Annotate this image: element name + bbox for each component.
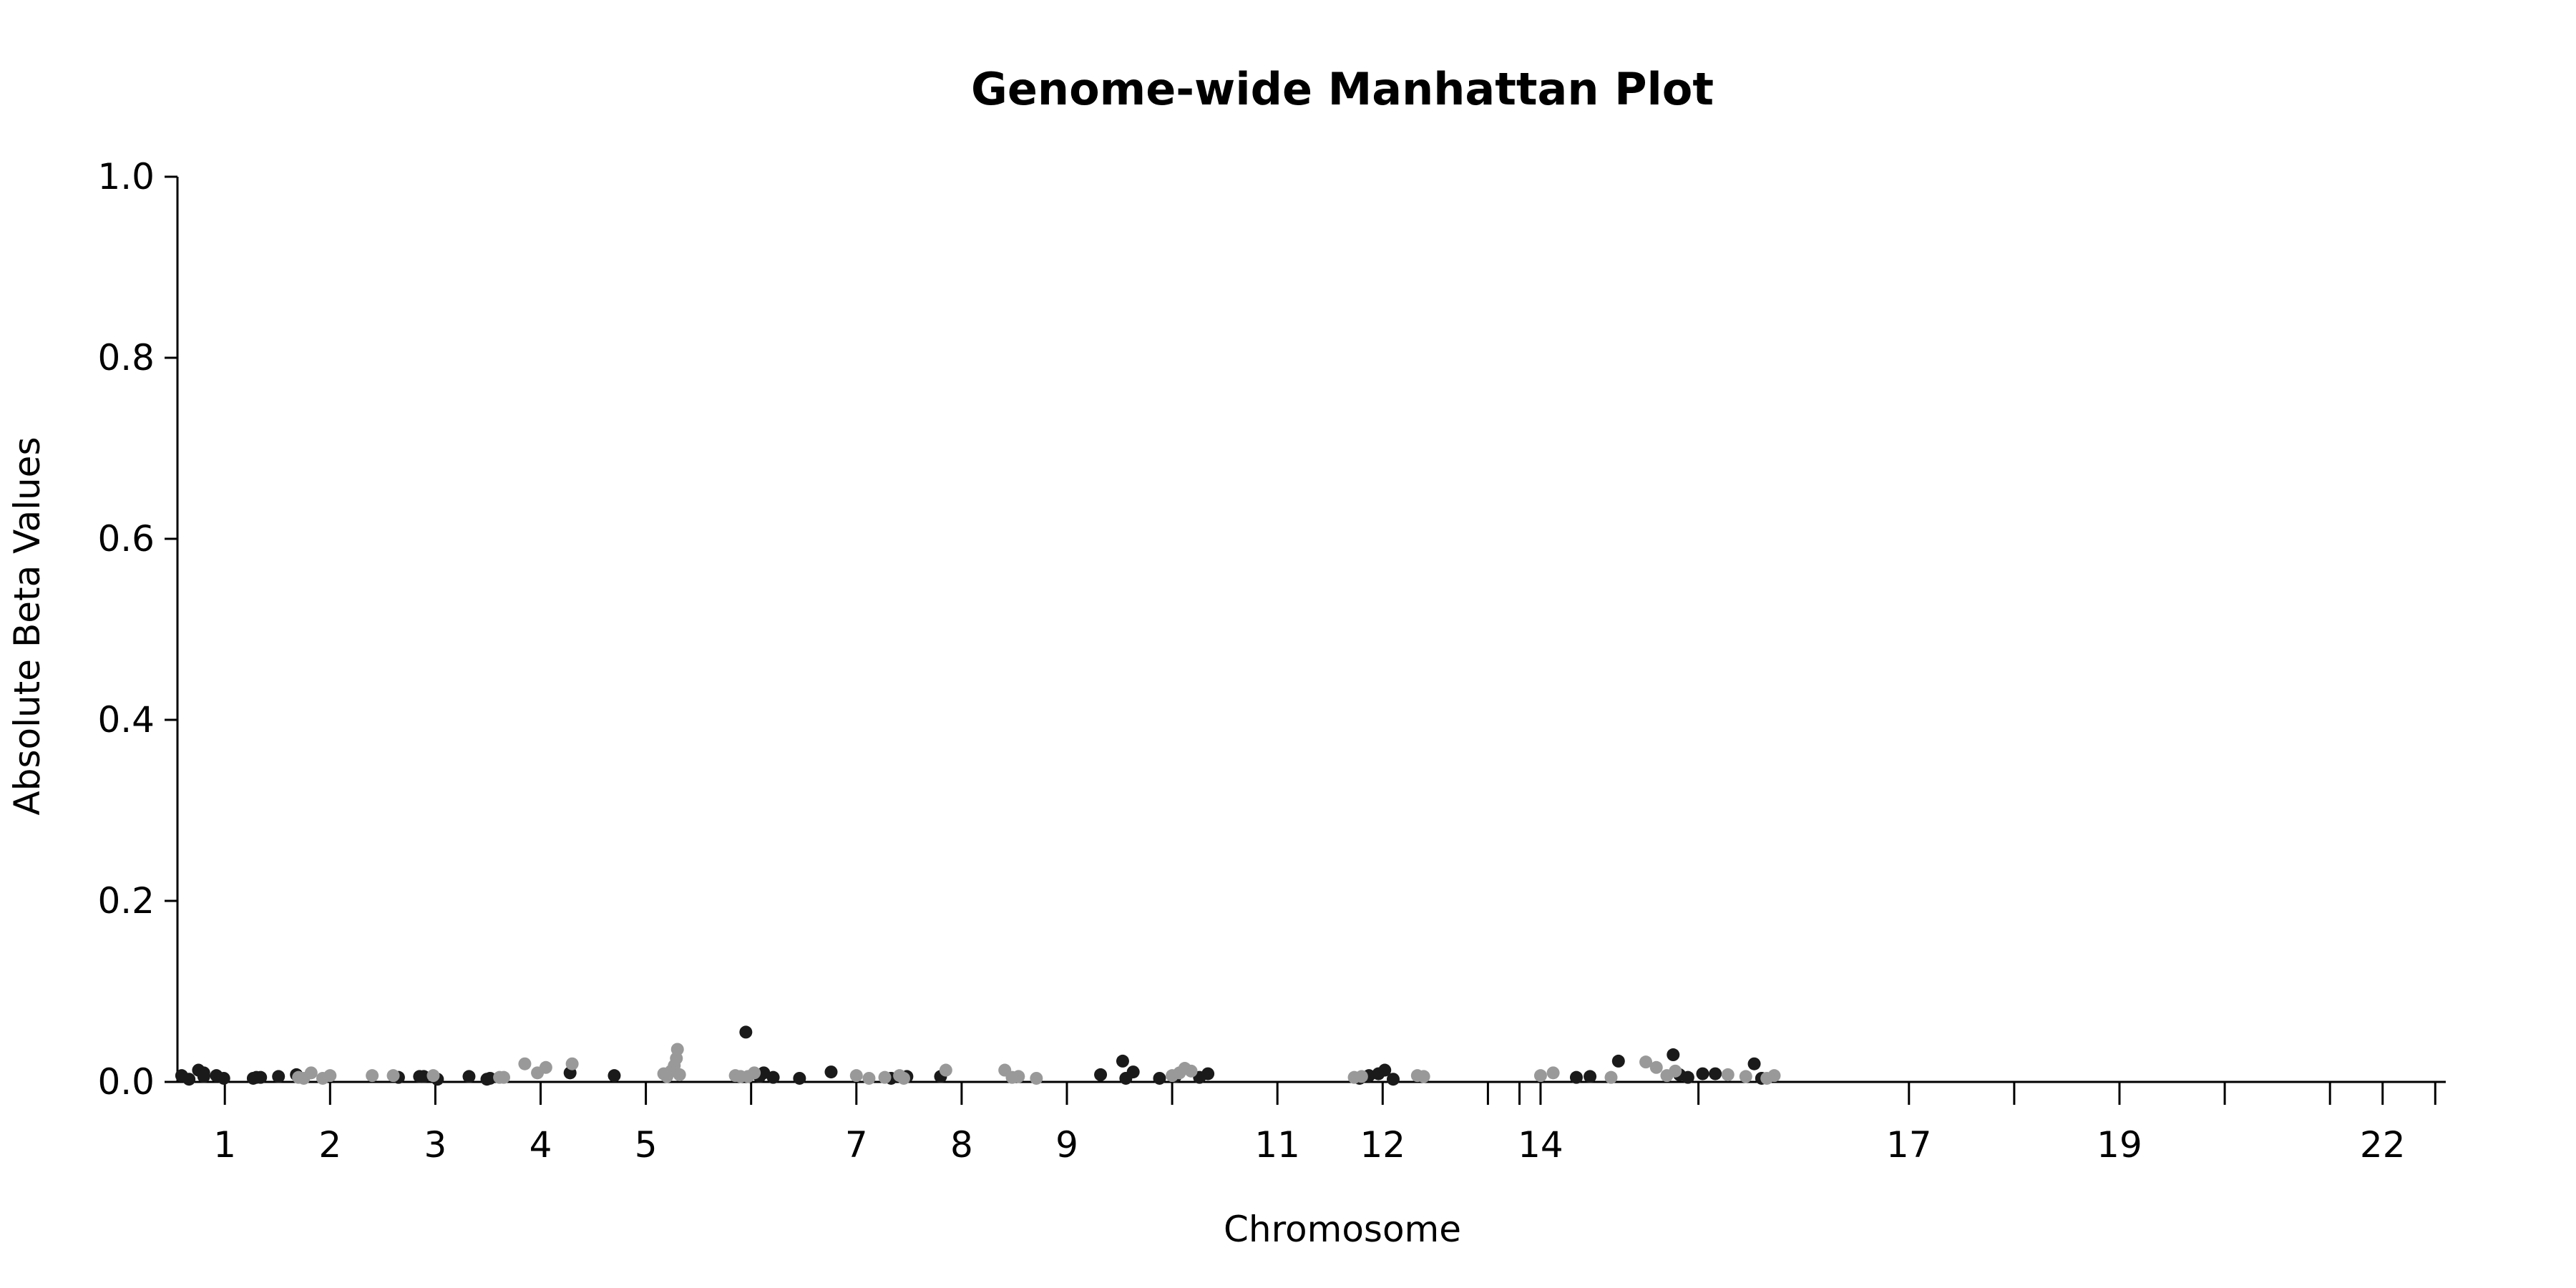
data-point <box>197 1070 210 1083</box>
data-point <box>1570 1071 1583 1084</box>
data-point <box>1604 1071 1617 1084</box>
data-point <box>366 1069 379 1082</box>
data-point <box>1669 1065 1682 1078</box>
data-point <box>1748 1058 1761 1070</box>
y-axis-label: Absolute Beta Values <box>6 437 48 816</box>
data-points <box>175 1025 1781 1085</box>
data-point <box>748 1066 761 1079</box>
data-point <box>1116 1055 1129 1068</box>
y-tick-label: 0.4 <box>97 699 155 741</box>
data-point <box>426 1069 439 1082</box>
data-point <box>518 1058 531 1070</box>
x-tick-label: 22 <box>2360 1124 2406 1166</box>
data-point <box>862 1072 875 1085</box>
data-point <box>254 1071 267 1084</box>
x-tick-label: 19 <box>2097 1124 2142 1166</box>
data-point <box>1612 1055 1625 1068</box>
data-point <box>323 1069 336 1082</box>
data-point <box>387 1069 400 1082</box>
data-point <box>671 1043 684 1055</box>
data-point <box>497 1071 510 1084</box>
data-point <box>1547 1066 1560 1079</box>
data-point <box>1740 1070 1752 1083</box>
data-point <box>1667 1048 1679 1061</box>
data-point <box>1650 1061 1663 1074</box>
x-axis-label: Chromosome <box>1224 1209 1461 1250</box>
x-tick-label: 4 <box>530 1124 552 1166</box>
data-point <box>1584 1070 1596 1083</box>
y-tick-label: 0.2 <box>97 880 155 922</box>
y-tick-label: 0.6 <box>97 518 155 560</box>
x-tick-label: 9 <box>1055 1124 1078 1166</box>
data-point <box>850 1069 863 1082</box>
data-point <box>608 1069 620 1082</box>
x-tick-label: 1 <box>213 1124 236 1166</box>
data-point <box>1709 1068 1722 1080</box>
x-tick-label: 14 <box>1518 1124 1563 1166</box>
data-point <box>272 1070 285 1083</box>
data-point <box>1355 1070 1368 1083</box>
x-tick-label: 8 <box>950 1124 973 1166</box>
data-point <box>1127 1065 1140 1078</box>
data-point <box>1094 1068 1107 1081</box>
y-tick-label: 0.8 <box>97 337 155 379</box>
data-point <box>673 1068 686 1081</box>
data-point <box>1768 1069 1781 1082</box>
data-point <box>1418 1070 1430 1083</box>
data-point <box>462 1070 475 1083</box>
data-point <box>739 1025 752 1038</box>
data-point <box>1387 1073 1400 1085</box>
data-point <box>1201 1068 1214 1080</box>
data-point <box>566 1058 579 1070</box>
x-tick-label: 3 <box>424 1124 447 1166</box>
y-tick-label: 0.0 <box>97 1061 155 1103</box>
y-ticks: 0.0 0.2 0.4 0.6 0.8 1.0 <box>97 156 177 1103</box>
data-point <box>1696 1068 1709 1080</box>
data-point <box>182 1073 195 1085</box>
data-point <box>793 1072 806 1085</box>
x-tick-label: 2 <box>318 1124 341 1166</box>
y-tick-label: 1.0 <box>97 156 155 197</box>
x-tick-label: 5 <box>635 1124 658 1166</box>
data-point <box>218 1072 230 1085</box>
x-ticks: 1 2 3 4 5 7 8 9 11 12 14 17 19 22 <box>213 1082 2435 1166</box>
x-tick-label: 7 <box>845 1124 868 1166</box>
data-point <box>1534 1069 1547 1082</box>
data-point <box>1030 1072 1043 1085</box>
data-point <box>824 1065 837 1078</box>
data-point <box>1722 1068 1735 1081</box>
data-point <box>879 1071 892 1084</box>
x-tick-label: 11 <box>1254 1124 1300 1166</box>
chart-title: Genome-wide Manhattan Plot <box>971 63 1714 115</box>
x-tick-label: 12 <box>1360 1124 1405 1166</box>
x-tick-label: 17 <box>1886 1124 1932 1166</box>
data-point <box>1185 1065 1198 1078</box>
data-point <box>1153 1072 1166 1085</box>
data-point <box>1012 1070 1025 1083</box>
data-point <box>940 1064 952 1077</box>
data-point <box>540 1061 552 1074</box>
data-point <box>305 1066 318 1079</box>
data-point <box>767 1071 780 1084</box>
data-point <box>897 1072 910 1085</box>
data-point <box>1682 1071 1694 1084</box>
